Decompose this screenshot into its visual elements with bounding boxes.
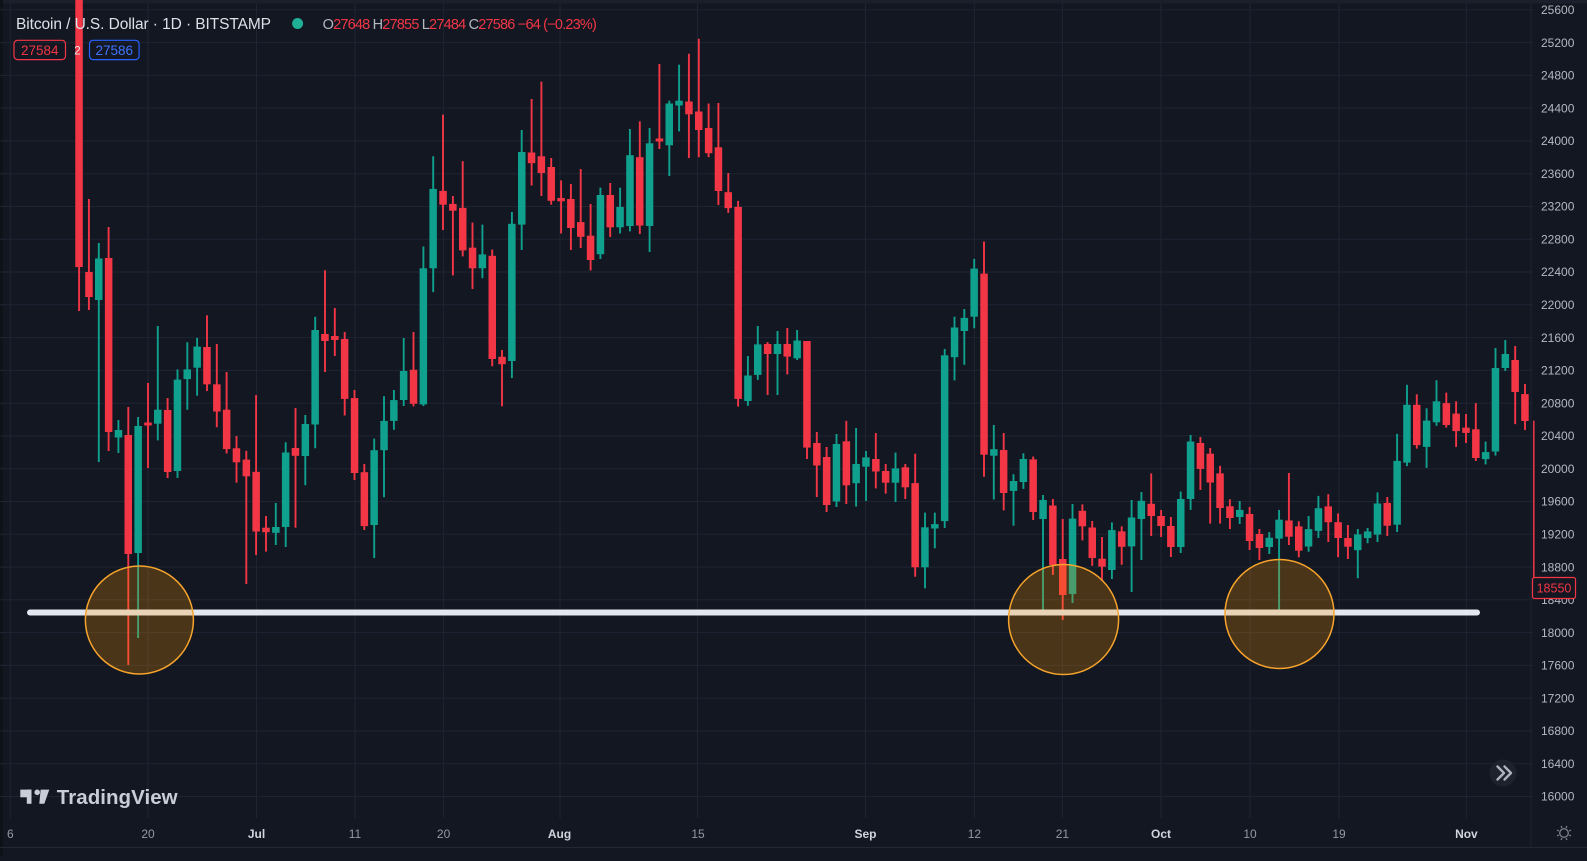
svg-text:6: 6 [7,827,14,841]
svg-text:19600: 19600 [1541,495,1575,509]
svg-text:Sep: Sep [854,827,876,841]
svg-text:19: 19 [1332,827,1346,841]
svg-text:Bitcoin / U.S. Dollar · 1D · B: Bitcoin / U.S. Dollar · 1D · BITSTAMP [16,16,271,33]
svg-text:10: 10 [1243,827,1257,841]
svg-text:17200: 17200 [1541,691,1575,705]
svg-text:Oct: Oct [1151,827,1171,841]
svg-text:18550: 18550 [1537,582,1572,596]
svg-text:O27648 H27855 L27484 C27586 −6: O27648 H27855 L27484 C27586 −64 (−0.23%) [323,17,597,33]
svg-text:16800: 16800 [1541,724,1575,738]
svg-text:21600: 21600 [1541,331,1575,345]
svg-text:18000: 18000 [1541,626,1575,640]
svg-text:2: 2 [74,45,80,57]
svg-text:27584: 27584 [21,43,59,58]
svg-text:Nov: Nov [1455,827,1478,841]
svg-text:19200: 19200 [1541,528,1575,542]
svg-text:20800: 20800 [1541,396,1575,410]
svg-text:Jul: Jul [248,827,265,841]
svg-text:Aug: Aug [548,827,571,841]
svg-text:20: 20 [141,827,155,841]
svg-text:24400: 24400 [1541,101,1575,115]
svg-text:25200: 25200 [1541,36,1575,50]
svg-text:22400: 22400 [1541,265,1575,279]
svg-text:24800: 24800 [1541,69,1575,83]
svg-text:23200: 23200 [1541,200,1575,214]
svg-text:18800: 18800 [1541,560,1575,574]
svg-text:25600: 25600 [1541,3,1575,17]
svg-text:21: 21 [1056,827,1070,841]
svg-text:20: 20 [437,827,451,841]
svg-text:21200: 21200 [1541,364,1575,378]
svg-text:22000: 22000 [1541,298,1575,312]
svg-text:27586: 27586 [96,43,134,58]
svg-text:11: 11 [349,827,362,841]
svg-text:24000: 24000 [1541,134,1575,148]
svg-text:15: 15 [691,827,705,841]
svg-text:23600: 23600 [1541,167,1575,181]
svg-text:12: 12 [968,827,982,841]
svg-text:16400: 16400 [1541,757,1575,771]
svg-text:22800: 22800 [1541,233,1575,247]
svg-text:17600: 17600 [1541,659,1575,673]
svg-text:20400: 20400 [1541,429,1575,443]
svg-text:TradingView: TradingView [57,786,178,809]
svg-text:16000: 16000 [1541,790,1575,804]
svg-text:20000: 20000 [1541,462,1575,476]
